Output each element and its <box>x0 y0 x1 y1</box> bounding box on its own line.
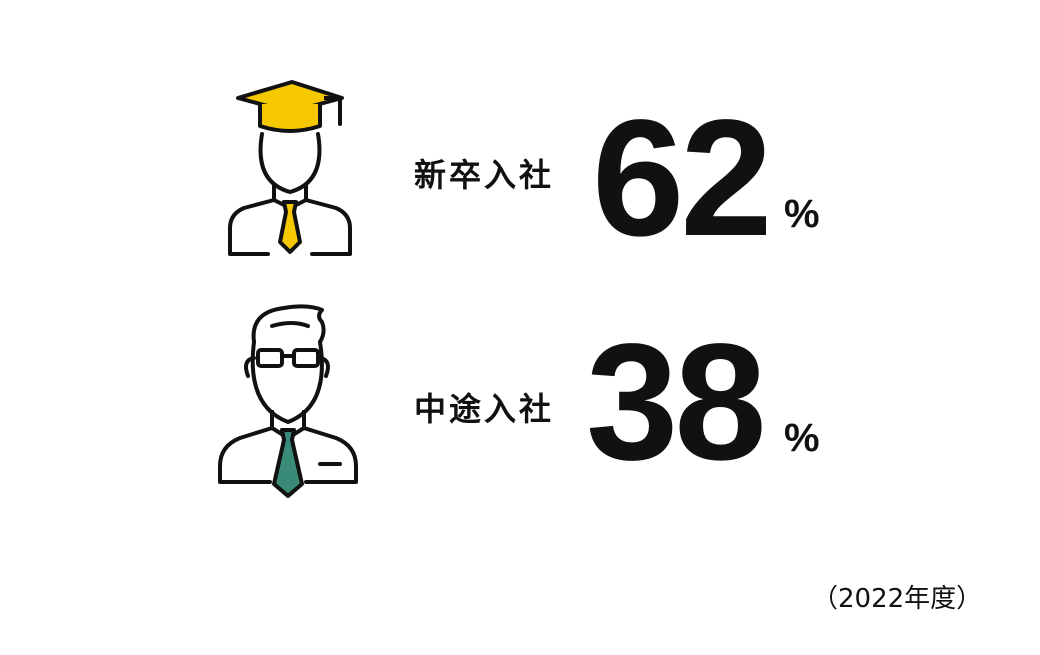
fiscal-year-note: （2022年度） <box>812 584 983 614</box>
stat-value: 62 <box>592 86 773 271</box>
stat-unit: % <box>784 416 820 460</box>
stat-label: 新卒入社 <box>414 156 555 194</box>
businessman-icon <box>218 304 358 498</box>
stat-value: 38 <box>586 310 767 495</box>
stat-unit: % <box>784 192 820 236</box>
graduate-icon <box>228 80 352 256</box>
stat-label: 中途入社 <box>414 390 555 428</box>
